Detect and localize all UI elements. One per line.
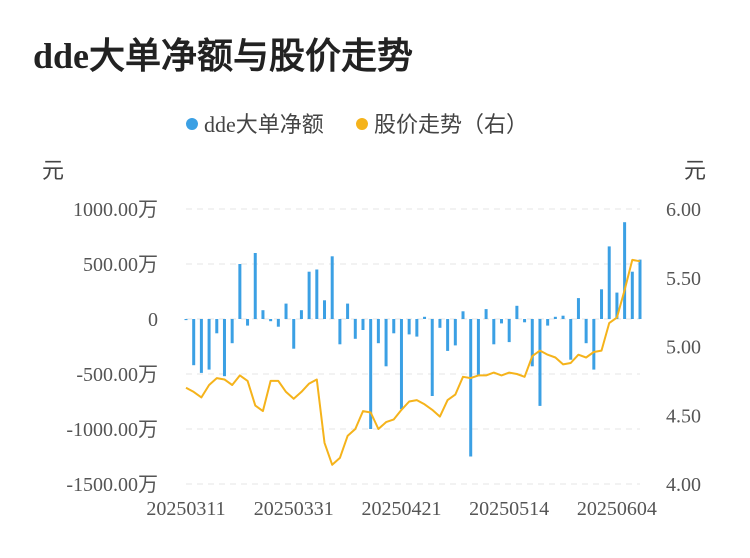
x-tick-label: 20250311 [146,498,225,520]
right-tick-label: 5.00 [666,337,701,359]
dde-bar [530,319,534,367]
dde-bar [453,319,457,346]
x-axis: 20250311 20250331 20250421 20250514 20250604 [146,498,657,520]
dde-bar [353,319,357,339]
dde-bar [330,256,334,319]
dde-bar [307,271,311,319]
dde-bar [423,316,427,319]
legend-label-dde: dde大单净额 [204,112,324,137]
dde-bar [561,315,565,319]
x-tick-label: 20250514 [469,498,549,520]
dde-bar [553,316,557,319]
right-axis: 6.00 5.50 5.00 4.50 4.00 [666,199,701,496]
dde-bar [261,310,265,319]
page-title: dde大单净额与股价走势 [33,36,414,76]
dde-bar [199,319,203,373]
right-tick-label: 5.50 [666,268,701,290]
dde-bar [276,319,280,327]
dde-bar-series [184,222,642,457]
left-tick-label: 0 [148,309,158,331]
x-tick-label: 20250604 [577,498,657,520]
dde-bar [584,319,588,344]
dde-bar [507,319,511,343]
dde-bar [284,303,288,319]
dde-bar [407,319,411,335]
legend-marker-price [356,118,368,130]
dde-bar [369,319,373,429]
left-axis: 1000.00万 500.00万 0 -500.00万 -1000.00万 -1500.0… [66,199,158,496]
dde-bar [446,319,450,351]
dde-bar [638,259,642,319]
right-tick-label: 4.50 [666,405,701,427]
dde-bar [569,319,573,360]
left-tick-label: 500.00万 [83,254,158,276]
price-line [185,258,641,466]
dde-bar [461,311,465,319]
dde-bar [476,319,480,377]
dde-bar [246,319,250,326]
dde-bar [215,319,219,334]
dde-bar [384,319,388,367]
dde-bar [630,271,634,319]
legend-marker-dde [186,118,198,130]
dde-bar [523,319,527,323]
dde-bar [600,289,604,319]
dde-bar [207,319,211,370]
price-line-series [185,258,641,466]
dde-bar [499,319,503,324]
right-tick-label: 6.00 [666,199,701,221]
left-tick-label: -500.00万 [76,364,158,386]
left-tick-label: -1000.00万 [66,419,158,441]
dde-bar [299,310,303,319]
x-tick-label: 20250331 [254,498,334,520]
legend-label-price: 股价走势（右） [374,112,528,137]
dde-bar [323,300,327,319]
left-tick-label: 1000.00万 [73,199,158,221]
dde-bar [346,303,350,319]
legend[interactable]: dde大单净额 股价走势（右） [186,112,528,137]
dde-bar [315,269,319,319]
dde-bar [538,319,542,406]
dde-bar [430,319,434,396]
dde-bar [546,319,550,326]
dde-bar [338,319,342,345]
dde-bar [469,319,473,457]
dde-bar [515,305,519,319]
dde-bar [415,319,419,337]
left-axis-unit: 元 [42,158,64,183]
right-tick-label: 4.00 [666,474,701,496]
x-tick-label: 20250421 [361,498,441,520]
dde-bar [492,319,496,345]
dde-bar [192,319,196,366]
dde-bar [592,319,596,370]
left-tick-label: -1500.00万 [66,474,158,496]
dde-bar [292,319,296,349]
dde-bar [623,222,627,319]
dde-bar [615,292,619,319]
dde-bar [238,264,242,319]
dde-bar [269,319,273,322]
right-axis-unit: 元 [684,158,706,183]
dde-bar [576,298,580,319]
dde-bar [607,246,611,319]
dde-bar [230,319,234,344]
dde-bar [484,309,488,319]
dde-bar [222,319,226,377]
dde-bar [361,319,365,330]
dde-bar [184,319,188,321]
dde-bar [399,319,403,410]
dde-bar [438,319,442,328]
dde-bar [253,253,257,319]
dde-bar [376,319,380,344]
dde-bar [392,319,396,334]
